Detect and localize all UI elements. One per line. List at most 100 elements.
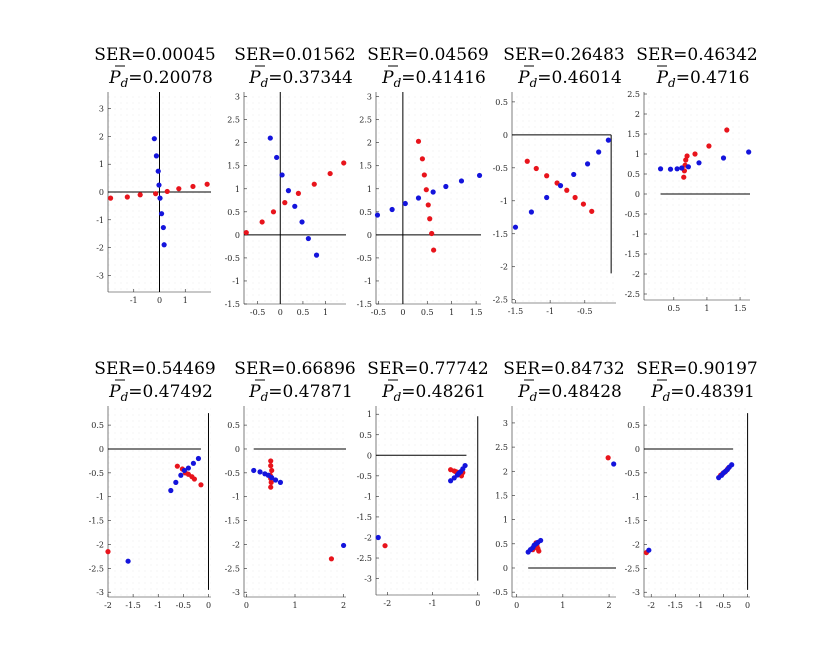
red-point bbox=[544, 173, 550, 179]
x-tick-label: 2 bbox=[341, 601, 346, 610]
red-point bbox=[137, 192, 143, 198]
y-tick-label: 3 bbox=[367, 93, 372, 102]
subplot-title-pd: Pd=0.41416 bbox=[381, 68, 486, 90]
subplot-title-pd: Pd=0.20078 bbox=[108, 68, 213, 90]
y-tick-label: -2 bbox=[500, 263, 508, 272]
x-tick-label: -1 bbox=[154, 601, 162, 610]
y-tick-label: 2.5 bbox=[227, 116, 240, 125]
red-point bbox=[423, 187, 429, 193]
blue-point bbox=[153, 153, 160, 159]
y-tick-label: -2.5 bbox=[357, 554, 372, 563]
y-tick-label: -2 bbox=[632, 270, 640, 279]
subplot-title-ser: SER=0.90197 bbox=[636, 359, 757, 379]
red-point bbox=[533, 165, 539, 172]
blue-point bbox=[611, 461, 617, 467]
y-tick-label: 0.5 bbox=[495, 540, 508, 549]
x-tick-label: 0.5 bbox=[421, 308, 434, 317]
blue-point bbox=[305, 235, 311, 242]
y-tick-label: 1.5 bbox=[227, 162, 240, 171]
red-point bbox=[268, 463, 274, 469]
blue-point bbox=[292, 203, 298, 209]
y-tick-label: 1.5 bbox=[495, 491, 508, 500]
grid-background bbox=[512, 406, 616, 597]
pd-value: =0.47871 bbox=[268, 382, 353, 402]
red-point bbox=[327, 170, 333, 177]
blue-point bbox=[157, 195, 163, 201]
x-tick-label: 0 bbox=[206, 601, 211, 610]
pd-symbol: P bbox=[517, 382, 530, 402]
red-point bbox=[174, 463, 180, 469]
x-tick-label: -0.5 bbox=[371, 308, 386, 317]
y-tick-label: -2 bbox=[96, 540, 104, 549]
red-point bbox=[589, 208, 595, 214]
blue-point bbox=[173, 479, 179, 485]
y-tick-label: 3 bbox=[235, 93, 240, 102]
red-point bbox=[572, 194, 578, 201]
y-tick-label: -2.5 bbox=[493, 296, 508, 305]
x-tick-label: 0.5 bbox=[667, 304, 680, 313]
x-tick-label: -2 bbox=[647, 601, 655, 610]
red-point bbox=[431, 247, 437, 253]
blue-point bbox=[125, 558, 131, 564]
pd-symbol: P bbox=[381, 382, 394, 402]
blue-point bbox=[557, 183, 564, 189]
y-tick-label: 0.5 bbox=[91, 421, 104, 430]
blue-point bbox=[277, 479, 284, 485]
x-tick-label: 1 bbox=[323, 308, 328, 317]
y-tick-label: 0 bbox=[635, 445, 640, 454]
subplot-title-pd: Pd=0.48261 bbox=[381, 382, 486, 404]
subplot-title-pd: Pd=0.4716 bbox=[656, 68, 750, 90]
subplot-title-ser: SER=0.84732 bbox=[503, 359, 624, 379]
red-point bbox=[153, 191, 159, 197]
red-point bbox=[190, 183, 196, 190]
blue-point bbox=[746, 149, 752, 155]
red-point bbox=[419, 156, 425, 162]
blue-point bbox=[389, 206, 395, 213]
y-tick-label: -1.5 bbox=[225, 517, 240, 526]
y-tick-label: -1 bbox=[364, 277, 372, 286]
grid-background bbox=[244, 406, 346, 597]
y-tick-label: -1 bbox=[232, 493, 240, 502]
blue-point bbox=[340, 542, 347, 549]
pd-subscript: d bbox=[663, 390, 671, 404]
x-tick-label: 0 bbox=[514, 601, 519, 610]
pd-value: =0.41416 bbox=[401, 68, 486, 88]
x-tick-label: -1 bbox=[429, 599, 437, 608]
red-point bbox=[681, 174, 687, 180]
y-tick-label: 0 bbox=[635, 190, 640, 199]
subplot-title-pd: Pd=0.46014 bbox=[517, 68, 622, 90]
y-tick-label: 2.5 bbox=[627, 90, 640, 99]
blue-point bbox=[160, 224, 166, 231]
x-tick-label: 1.5 bbox=[470, 308, 483, 317]
blue-point bbox=[584, 161, 591, 167]
red-point bbox=[268, 458, 274, 464]
red-point bbox=[243, 229, 249, 236]
pd-subscript: d bbox=[530, 76, 538, 90]
y-tick-label: -1.5 bbox=[225, 300, 240, 309]
red-point bbox=[259, 219, 265, 225]
y-tick-label: -3 bbox=[364, 575, 372, 584]
blue-point bbox=[596, 149, 602, 155]
red-point bbox=[198, 482, 204, 488]
red-point bbox=[268, 479, 274, 485]
subplot-title-ser: SER=0.01562 bbox=[234, 45, 355, 65]
y-tick-label: -0.5 bbox=[625, 469, 640, 478]
grid-background bbox=[644, 406, 750, 597]
blue-point bbox=[269, 475, 275, 481]
pd-symbol: P bbox=[656, 68, 669, 88]
pd-value: =0.4716 bbox=[676, 68, 750, 88]
blue-point bbox=[448, 478, 454, 484]
y-tick-label: -2.5 bbox=[225, 564, 240, 573]
x-tick-label: -1 bbox=[696, 601, 704, 610]
blue-point bbox=[195, 455, 202, 462]
red-point bbox=[341, 160, 347, 166]
grid-background bbox=[644, 92, 750, 300]
pd-subscript: d bbox=[261, 390, 269, 404]
red-point bbox=[683, 157, 689, 163]
red-point bbox=[429, 230, 435, 237]
subplot-title-pd: Pd=0.47492 bbox=[108, 382, 213, 404]
blue-point bbox=[285, 188, 292, 194]
blue-point bbox=[185, 465, 191, 471]
y-tick-label: 1.5 bbox=[359, 162, 372, 171]
